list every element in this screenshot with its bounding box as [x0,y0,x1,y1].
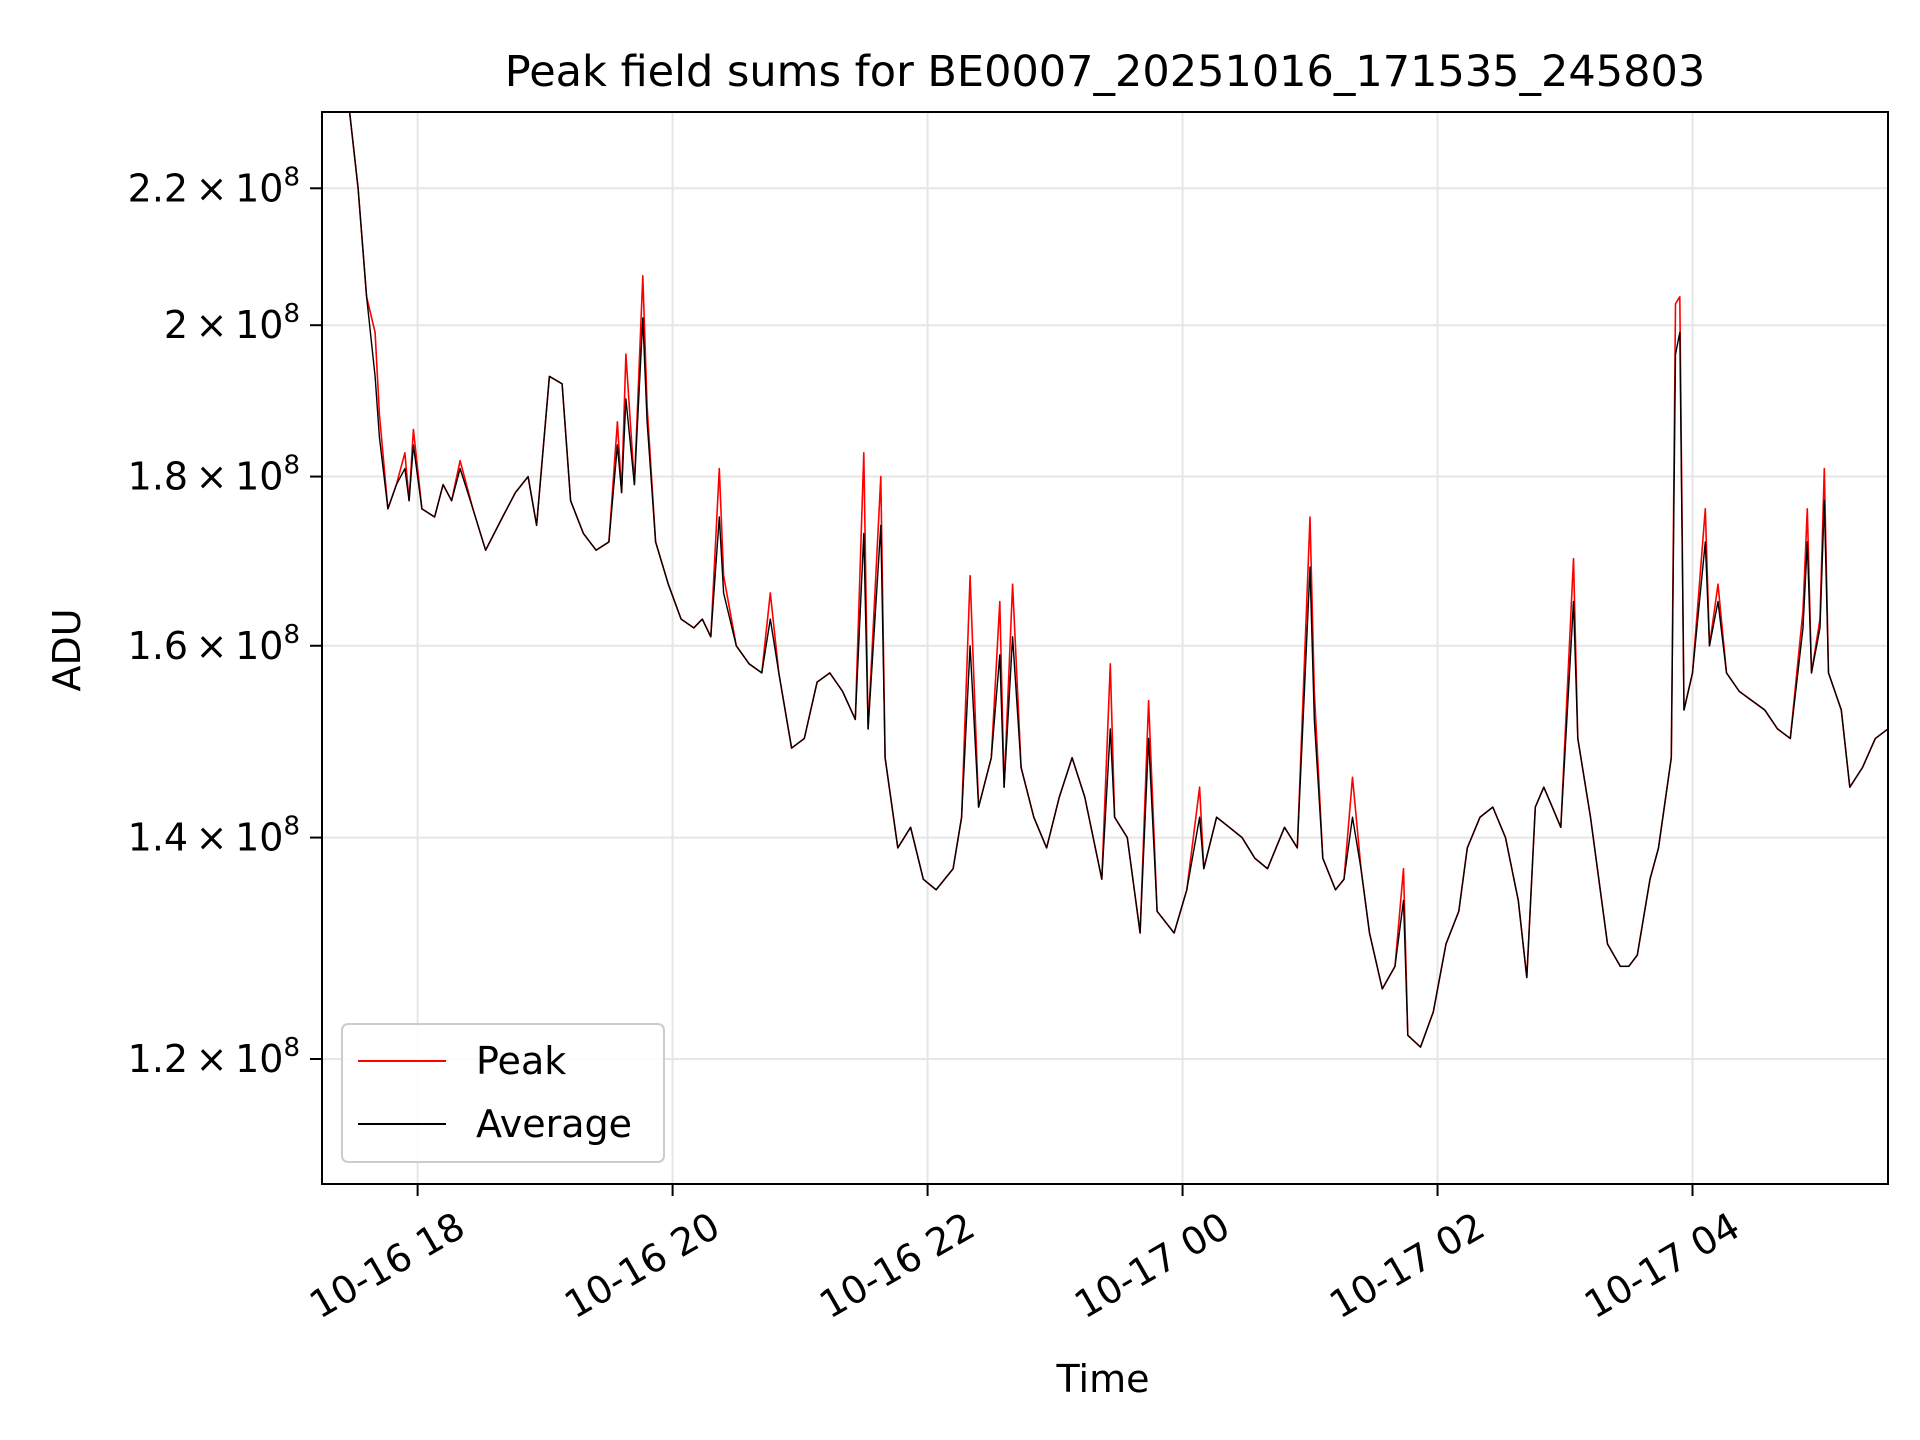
y-tick-exponent: 8 [283,451,300,481]
grid-lines [322,112,1888,1184]
y-tick-label: 1.2 × 108 [128,1033,300,1081]
series-layer [348,112,1888,1048]
y-tick-mantissa: 2 × 10 [164,303,284,347]
y-tick-mantissa: 1.6 × 10 [128,624,284,668]
legend-peak-label: Peak [476,1039,566,1083]
y-tick-label: 1.4 × 108 [128,812,300,860]
y-tick-mantissa: 2.2 × 10 [128,166,284,210]
x-axis-label: Time [1056,1357,1150,1401]
y-tick-label: 1.6 × 108 [128,620,300,668]
y-tick-exponent: 8 [283,620,300,650]
y-axis-label: ADU [45,608,89,691]
y-tick-exponent: 8 [283,299,300,329]
plot-frame [321,111,1889,1185]
y-tick-mantissa: 1.4 × 10 [128,816,284,860]
y-tick-exponent: 8 [283,162,300,192]
y-tick-label: 1.8 × 108 [128,451,300,499]
legend-box [341,1023,665,1163]
legend: Peak Average [341,1023,665,1163]
y-tick-mantissa: 1.8 × 10 [128,455,284,499]
y-tick-label: 2.2 × 108 [128,162,300,210]
y-tick-label: 2 × 108 [164,299,300,347]
chart-title: Peak field sums for BE0007_20251016_1715… [505,47,1705,97]
series-line-average [348,112,1888,1048]
legend-average-label: Average [476,1102,632,1146]
y-tick-exponent: 8 [283,1033,300,1063]
y-tick-mantissa: 1.2 × 10 [128,1037,284,1081]
y-tick-exponent: 8 [283,812,300,842]
